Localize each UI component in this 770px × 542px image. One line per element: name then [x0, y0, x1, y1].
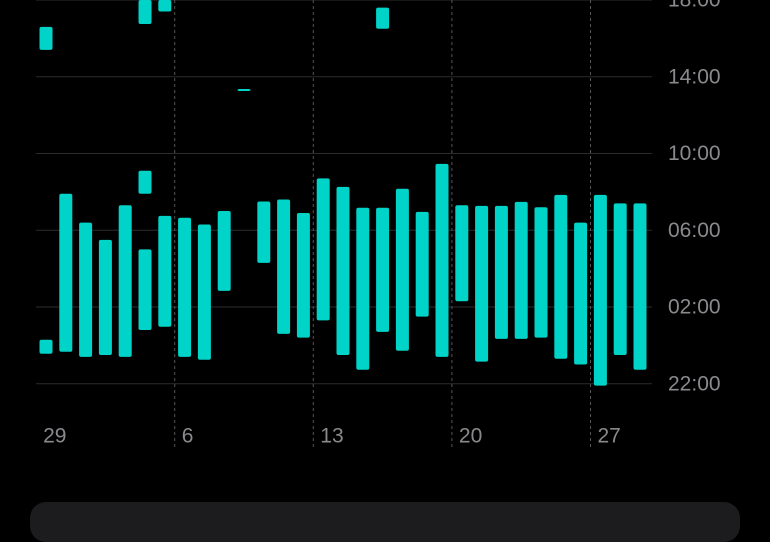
sleep-bar [178, 217, 192, 357]
x-tick-label: 13 [320, 425, 343, 448]
sleep-bar [277, 199, 291, 334]
sleep-bar [118, 205, 132, 357]
x-tick-label: 29 [43, 425, 66, 448]
sleep-bar [39, 339, 53, 354]
sleep-bar [336, 186, 350, 355]
sleep-bar [39, 26, 53, 50]
x-tick-label: 27 [598, 425, 621, 448]
chart: 22:00 02:00 06:00 10:00 14:00 18:00 29 6 13 20 27 [36, 0, 721, 450]
sleep-bar [79, 222, 93, 357]
sleep-bar [138, 170, 152, 194]
sleep-bar [316, 178, 330, 321]
sleep-bar [455, 205, 469, 302]
sleep-bar [376, 207, 390, 332]
bottom-panel [30, 502, 740, 542]
sleep-bar [197, 224, 211, 360]
y-tick-label: 18:00 [668, 0, 721, 12]
x-tick-label: 6 [182, 425, 194, 448]
x-tick-label: 20 [459, 425, 482, 448]
y-tick-label: 06:00 [668, 219, 721, 242]
sleep-bar [613, 203, 627, 355]
sleep-bar [633, 203, 647, 370]
sleep-bar [356, 207, 370, 370]
sleep-bar [296, 212, 310, 338]
y-tick-label: 10:00 [668, 142, 721, 165]
sleep-bar [237, 89, 251, 91]
sleep-bar [395, 188, 409, 351]
sleep-bar [158, 0, 172, 12]
y-tick-label: 02:00 [668, 296, 721, 319]
sleep-bar [257, 201, 271, 263]
sleep-bar [494, 205, 508, 339]
sleep-bar [138, 249, 152, 331]
sleep-bar [415, 211, 429, 317]
sleep-bar [593, 194, 607, 386]
sleep-bar [158, 215, 172, 327]
sleep-bar [514, 201, 528, 339]
sleep-bar [554, 194, 568, 359]
screen: {"chart_data": {"type": "range-bar", "ca… [30, 0, 740, 542]
sleep-bar [138, 0, 152, 24]
sleep-bar [574, 222, 588, 365]
sleep-bar [534, 207, 548, 338]
sleep-bar [475, 205, 489, 362]
y-tick-label: 22:00 [668, 372, 721, 395]
sleep-bar [98, 239, 112, 355]
sleep-bar [376, 7, 390, 29]
sleep-bar [217, 211, 231, 291]
y-tick-label: 14:00 [668, 65, 721, 88]
sleep-bar [435, 163, 449, 357]
sleep-bar [59, 193, 73, 352]
